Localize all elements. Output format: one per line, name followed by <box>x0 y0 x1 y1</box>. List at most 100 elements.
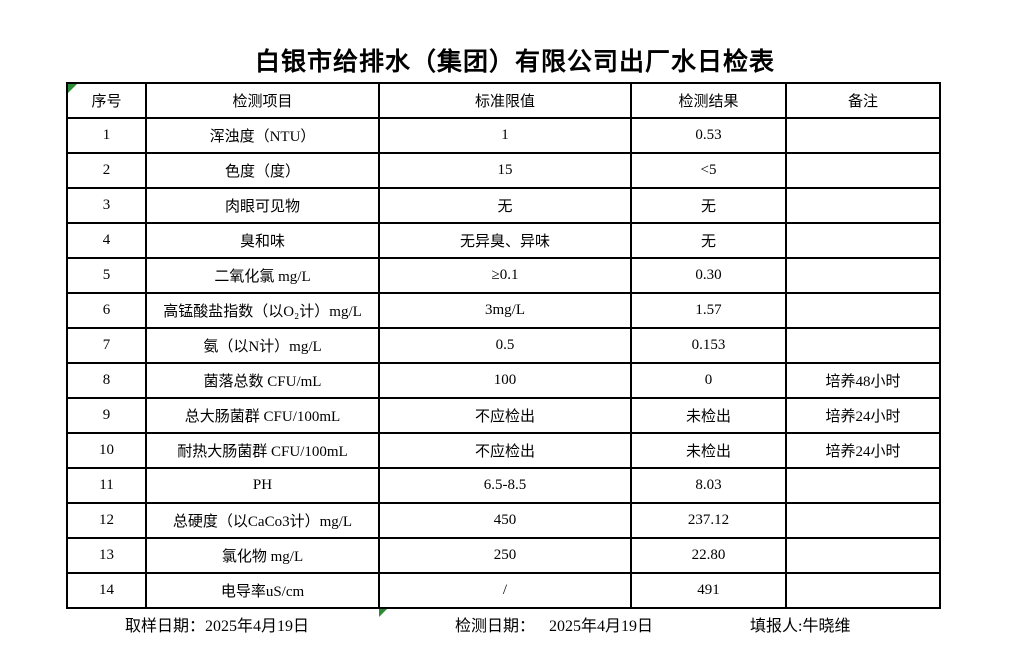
test-date-line: 检测日期： 2025年4月19日 <box>455 612 653 636</box>
cell-no: 5 <box>66 257 147 294</box>
reporter-name: 牛晓维 <box>802 618 851 635</box>
cell-result: 1.57 <box>630 292 787 329</box>
reporter-line: 填报人:牛晓维 <box>750 612 850 636</box>
cell-result: <5 <box>630 152 787 189</box>
cell-no: 11 <box>66 467 147 504</box>
cell-remark: 培养48小时 <box>785 362 941 399</box>
cell-result: 0 <box>630 362 787 399</box>
cell-remark <box>785 327 941 364</box>
cell-limit: 不应检出 <box>378 432 632 469</box>
cell-item: 浑浊度（NTU） <box>145 117 380 154</box>
table-row: 12 总硬度（以CaCo3计）mg/L 450 237.12 <box>66 502 941 539</box>
cell-limit: / <box>378 572 632 609</box>
cell-item: PH <box>145 467 380 504</box>
table-row: 5 二氧化氯 mg/L ≥0.1 0.30 <box>66 257 941 294</box>
cell-limit: 3mg/L <box>378 292 632 329</box>
header-cell-item: 检测项目 <box>145 82 380 119</box>
header-label-item: 检测项目 <box>232 94 293 110</box>
cell-item: 色度（度） <box>145 152 380 189</box>
cell-remark <box>785 117 941 154</box>
table-row: 8 菌落总数 CFU/mL 100 0 培养48小时 <box>66 362 941 399</box>
cell-item: 电导率uS/cm <box>145 572 380 609</box>
cell-limit: 0.5 <box>378 327 632 364</box>
header-label-limit: 标准限值 <box>474 94 535 110</box>
cell-result: 无 <box>630 187 787 224</box>
cell-result: 未检出 <box>630 432 787 469</box>
table-row: 1 浑浊度（NTU） 1 0.53 <box>66 117 941 154</box>
table-row: 9 总大肠菌群 CFU/100mL 不应检出 未检出 培养24小时 <box>66 397 941 434</box>
excel-corner-marker-icon <box>69 85 77 93</box>
table-row: 14 电导率uS/cm/491 <box>66 572 941 609</box>
cell-item: 肉眼可见物 <box>145 187 380 224</box>
table-row: 6 高锰酸盐指数（以O₂计）mg/L 3mg/L 1.57 <box>66 292 941 329</box>
header-label-result: 检测结果 <box>678 94 739 110</box>
cell-limit: ≥0.1 <box>378 257 632 294</box>
cell-no: 1 <box>66 117 147 154</box>
cell-no: 2 <box>66 152 147 189</box>
header-cell-result: 检测结果 <box>630 82 787 119</box>
cell-remark: 培养24小时 <box>785 432 941 469</box>
header-cell-no: 序号 <box>66 82 147 119</box>
cell-remark: 培养24小时 <box>785 397 941 434</box>
sampling-date-value: 2025年4月19日 <box>205 618 310 635</box>
cell-item: 总硬度（以CaCo3计）mg/L <box>145 502 380 539</box>
cell-item: 二氧化氯 mg/L <box>145 257 380 294</box>
cell-remark <box>785 152 941 189</box>
cell-remark <box>785 187 941 224</box>
cell-no: 7 <box>66 327 147 364</box>
cell-no: 12 <box>66 502 147 539</box>
cell-limit: 100 <box>378 362 632 399</box>
cell-item: 氨（以N计）mg/L <box>145 327 380 364</box>
cell-no: 13 <box>66 537 147 574</box>
excel-flag-marker-icon <box>379 609 387 617</box>
cell-item: 高锰酸盐指数（以O₂计）mg/L <box>145 292 380 329</box>
cell-no: 14 <box>66 572 147 609</box>
cell-result: 无 <box>630 222 787 259</box>
table-row: 7 氨（以N计）mg/L 0.5 0.153 <box>66 327 941 364</box>
cell-remark <box>785 257 941 294</box>
cell-limit: 无 <box>378 187 632 224</box>
cell-limit: 1 <box>378 117 632 154</box>
cell-remark <box>785 292 941 329</box>
cell-limit: 250 <box>378 537 632 574</box>
cell-result: 未检出 <box>630 397 787 434</box>
reporter-label: 填报人: <box>750 618 803 635</box>
header-row: 序号 检测项目 标准限值 检测结果 备注 <box>66 82 941 119</box>
cell-limit: 无异臭、异味 <box>378 222 632 259</box>
table-row: 13 氯化物 mg/L 250 22.80 <box>66 537 941 574</box>
cell-no: 3 <box>66 187 147 224</box>
cell-remark <box>785 537 941 574</box>
cell-no: 10 <box>66 432 147 469</box>
cell-no: 9 <box>66 397 147 434</box>
cell-limit: 6.5-8.5 <box>378 467 632 504</box>
sampling-date-label: 取样日期： <box>125 618 206 635</box>
cell-remark <box>785 572 941 609</box>
cell-no: 8 <box>66 362 147 399</box>
cell-result: 8.03 <box>630 467 787 504</box>
cell-item: 臭和味 <box>145 222 380 259</box>
cell-limit: 不应检出 <box>378 397 632 434</box>
cell-result: 0.153 <box>630 327 787 364</box>
inspection-table-body: 1 浑浊度（NTU） 1 0.53 2 色度（度） 15 <5 3 肉眼可见物无无 4 臭和味 无异臭、… <box>66 117 941 609</box>
page-title: 白银市给排水（集团）有限公司出厂水日检表 <box>254 49 775 76</box>
cell-remark <box>785 502 941 539</box>
table-row: 4 臭和味 无异臭、异味无 <box>66 222 941 259</box>
cell-item: 耐热大肠菌群 CFU/100mL <box>145 432 380 469</box>
sampling-date-line: 取样日期：2025年4月19日 <box>125 612 309 636</box>
cell-remark <box>785 467 941 504</box>
test-date-value: 2025年4月19日 <box>549 618 654 635</box>
cell-remark <box>785 222 941 259</box>
cell-limit: 15 <box>378 152 632 189</box>
header-label-remark: 备注 <box>847 94 878 110</box>
header-cell-limit: 标准限值 <box>378 82 632 119</box>
table-row: 3 肉眼可见物无无 <box>66 187 941 224</box>
cell-result: 0.30 <box>630 257 787 294</box>
cell-item: 氯化物 mg/L <box>145 537 380 574</box>
cell-item: 菌落总数 CFU/mL <box>145 362 380 399</box>
cell-no: 6 <box>66 292 147 329</box>
cell-no: 4 <box>66 222 147 259</box>
header-cell-remark: 备注 <box>785 82 941 119</box>
table-row: 11 PH 6.5-8.5 8.03 <box>66 467 941 504</box>
table-row: 2 色度（度） 15 <5 <box>66 152 941 189</box>
